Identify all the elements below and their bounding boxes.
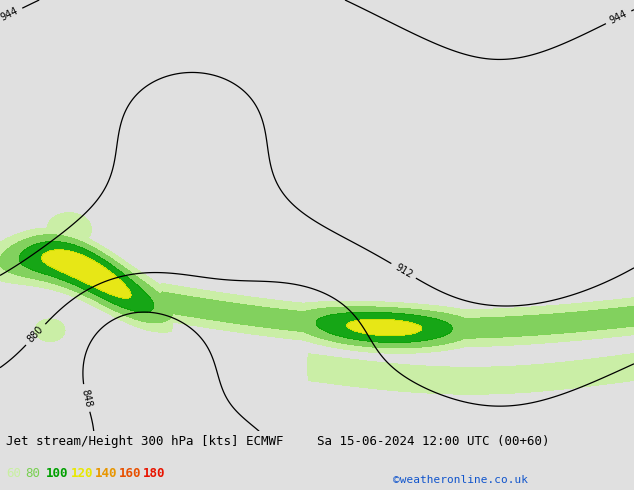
Text: 100: 100 bbox=[46, 467, 68, 480]
Text: ©weatheronline.co.uk: ©weatheronline.co.uk bbox=[393, 475, 528, 485]
Text: 60: 60 bbox=[6, 467, 22, 480]
Text: 160: 160 bbox=[119, 467, 141, 480]
Text: 180: 180 bbox=[143, 467, 165, 480]
Text: Sa 15-06-2024 12:00 UTC (00+60): Sa 15-06-2024 12:00 UTC (00+60) bbox=[317, 435, 550, 448]
Text: 912: 912 bbox=[393, 262, 414, 280]
Text: 944: 944 bbox=[608, 9, 629, 26]
Text: 944: 944 bbox=[0, 6, 20, 23]
Text: 848: 848 bbox=[79, 388, 93, 408]
Text: 880: 880 bbox=[26, 324, 46, 345]
Text: 140: 140 bbox=[95, 467, 117, 480]
Text: 120: 120 bbox=[71, 467, 93, 480]
Text: Jet stream/Height 300 hPa [kts] ECMWF: Jet stream/Height 300 hPa [kts] ECMWF bbox=[6, 435, 284, 448]
Text: 80: 80 bbox=[25, 467, 41, 480]
